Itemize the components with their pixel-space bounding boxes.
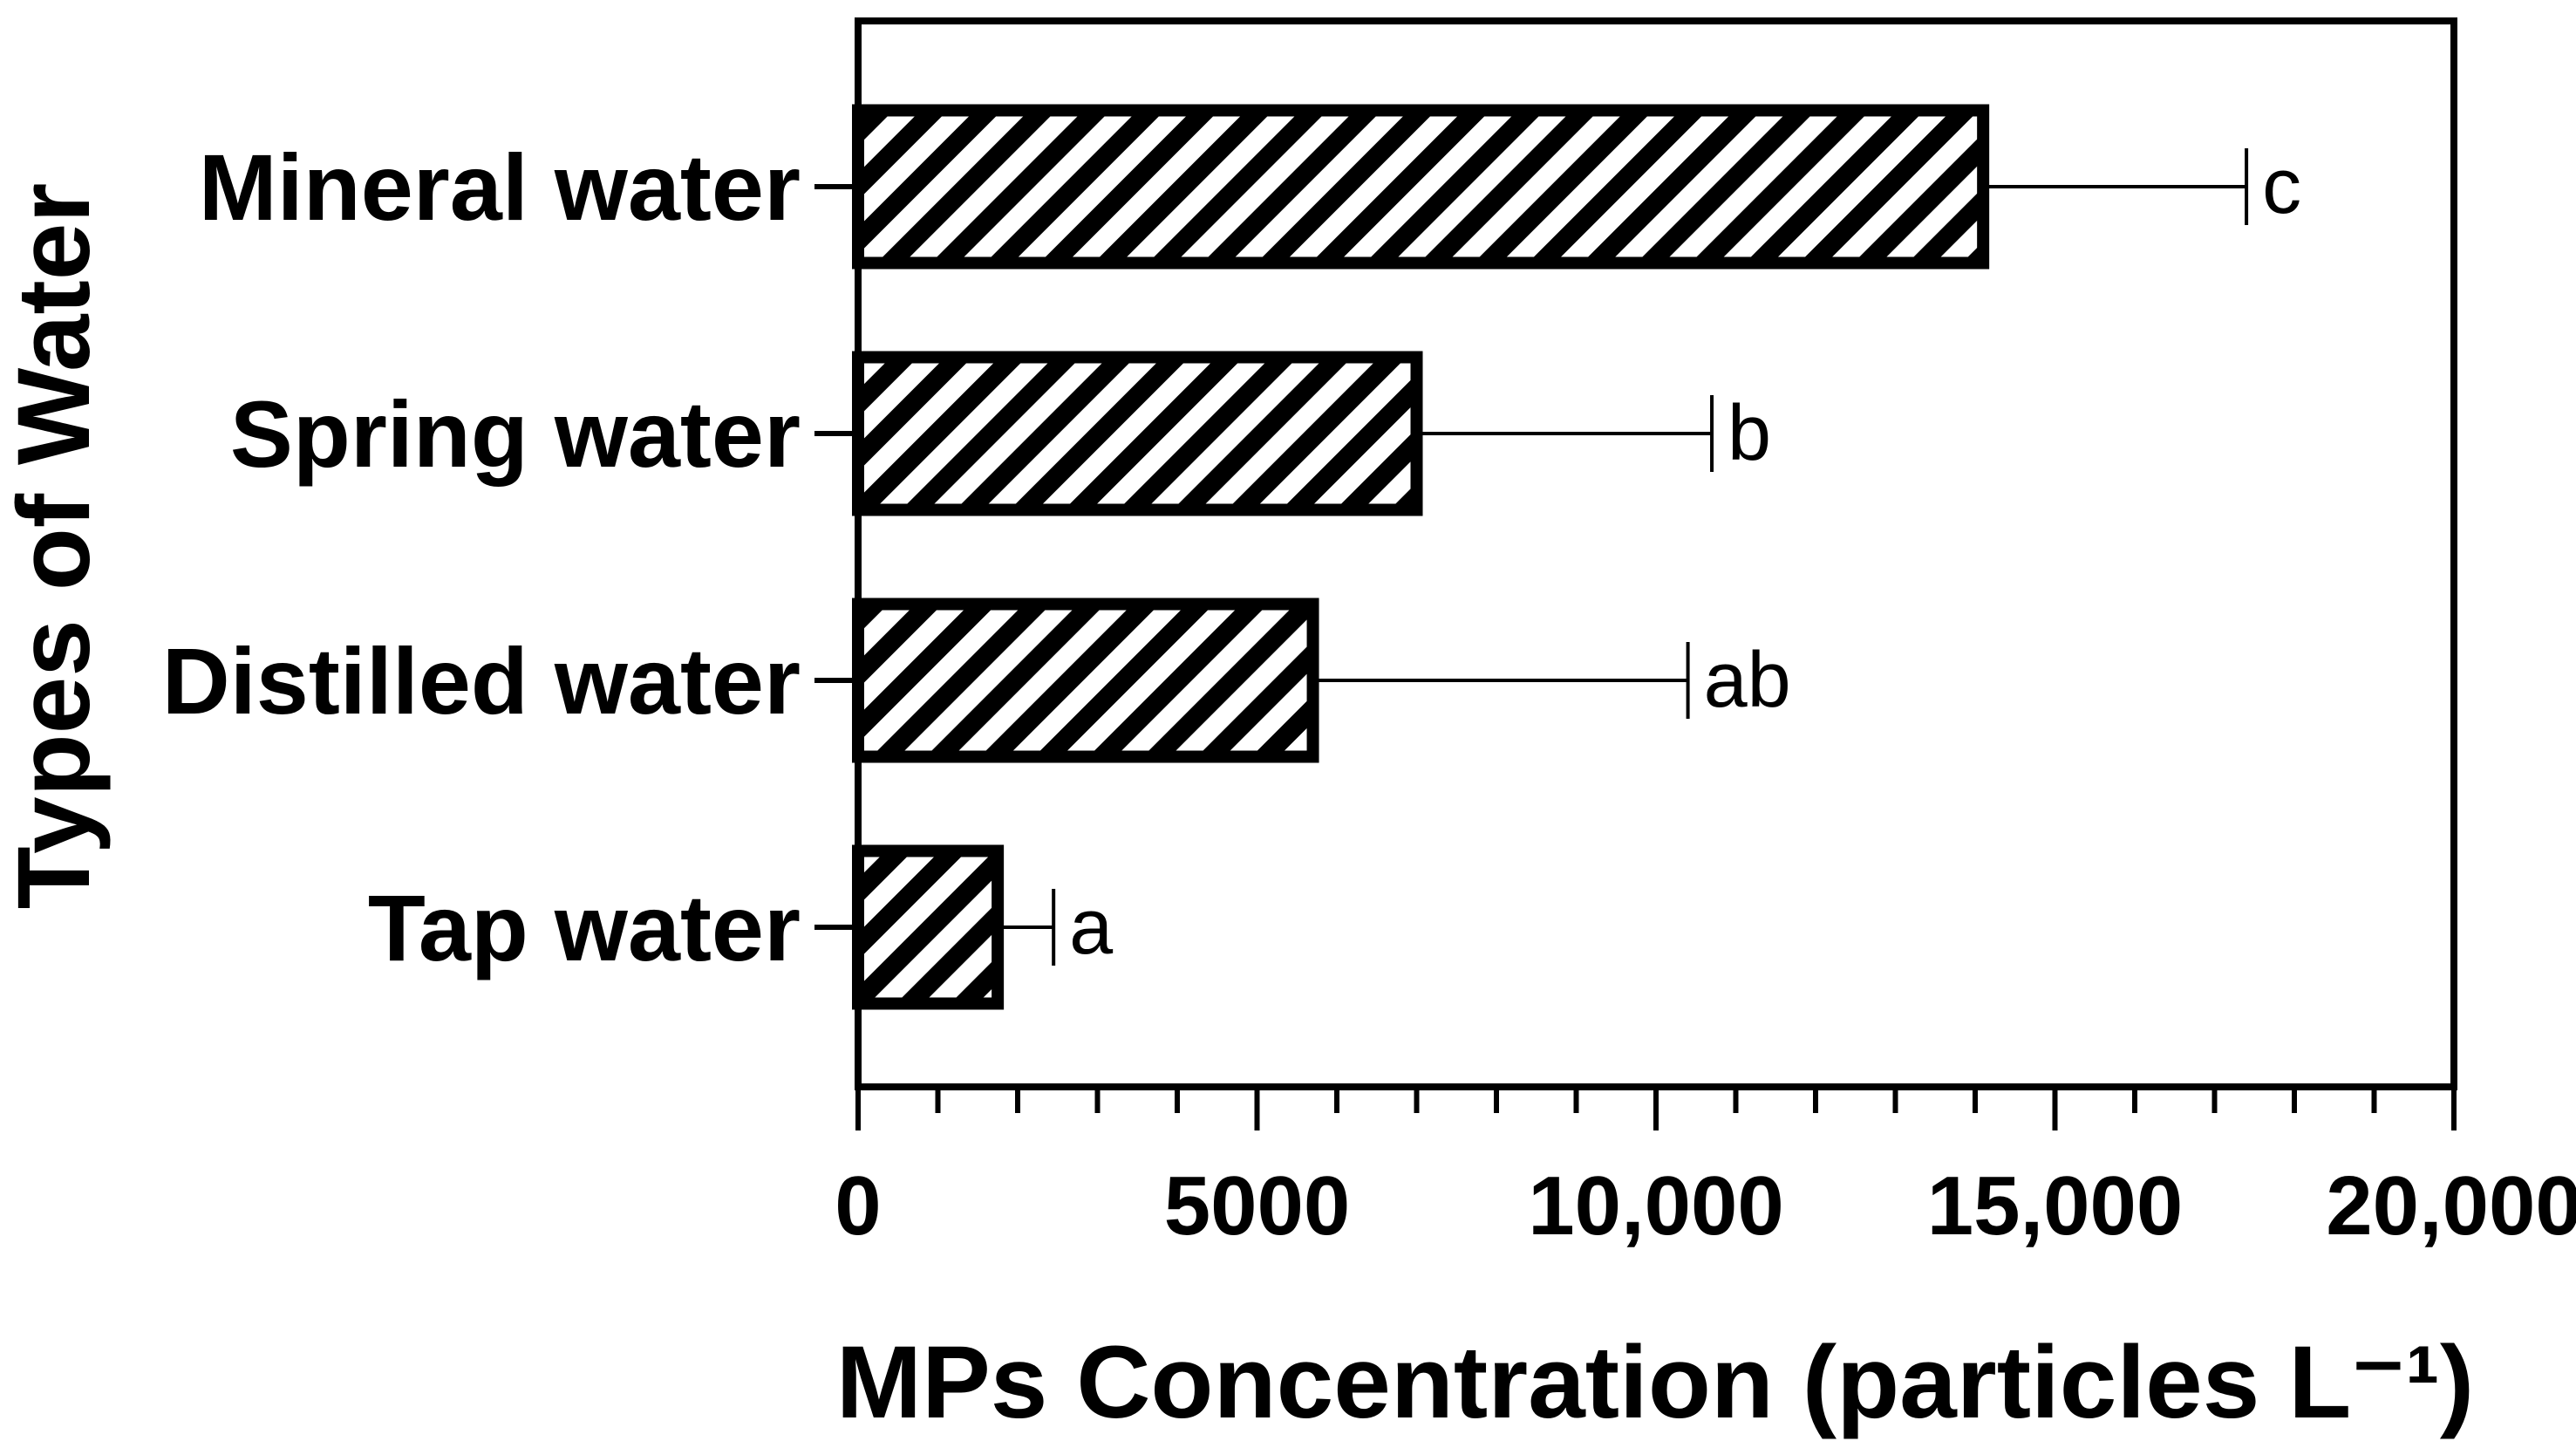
bar-mineral-water [852, 104, 1990, 270]
y-tick-label-tap-water: Tap water [368, 875, 801, 980]
bar-distilled-water [852, 598, 1319, 763]
significance-label-tap-water: a [1069, 884, 1114, 971]
x-tick-label: 0 [835, 1159, 881, 1253]
significance-label-distilled-water: ab [1704, 637, 1791, 724]
bar-spring-water [852, 351, 1423, 516]
x-tick-label: 15,000 [1927, 1159, 2184, 1253]
x-tick-label: 5000 [1164, 1159, 1351, 1253]
y-tick-label-spring-water: Spring water [230, 381, 801, 487]
significance-label-mineral-water: c [2262, 143, 2301, 230]
y-axis-title: Types of Water [0, 183, 112, 910]
x-tick-label: 10,000 [1528, 1159, 1784, 1253]
x-axis-title: MPs Concentration (particles L⁻¹) [836, 1325, 2474, 1440]
x-tick-label: 20,000 [2326, 1159, 2576, 1253]
y-tick-label-distilled-water: Distilled water [162, 628, 801, 734]
significance-label-spring-water: b [1728, 390, 1771, 477]
y-tick-label-mineral-water: Mineral water [199, 134, 801, 240]
bar-tap-water [852, 844, 1005, 1010]
